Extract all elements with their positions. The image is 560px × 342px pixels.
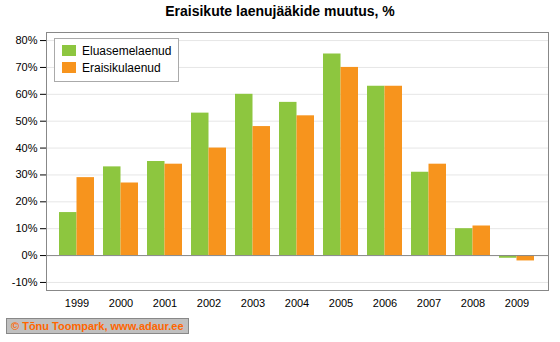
svg-text:1999: 1999 bbox=[65, 297, 89, 309]
svg-text:50%: 50% bbox=[15, 115, 37, 127]
svg-text:2002: 2002 bbox=[197, 297, 221, 309]
svg-text:80%: 80% bbox=[15, 34, 37, 46]
svg-text:2007: 2007 bbox=[417, 297, 441, 309]
svg-text:2000: 2000 bbox=[109, 297, 133, 309]
svg-text:2004: 2004 bbox=[285, 297, 309, 309]
svg-text:-10%: -10% bbox=[12, 276, 38, 288]
svg-text:10%: 10% bbox=[15, 222, 37, 234]
html-text:© Tõnu Toompark, www.adaur.ee: © Tõnu Toompark, www.adaur.ee bbox=[11, 320, 184, 332]
html-text:Eraisikute laenujääkide muutus: Eraisikute laenujääkide muutus, % bbox=[165, 3, 395, 19]
svg-text:40%: 40% bbox=[15, 142, 37, 154]
svg-text:2009: 2009 bbox=[505, 297, 529, 309]
svg-text:60%: 60% bbox=[15, 88, 37, 100]
svg-text:2001: 2001 bbox=[153, 297, 177, 309]
html-text:Eraisikulaenud: Eraisikulaenud bbox=[82, 61, 161, 75]
svg-text:2005: 2005 bbox=[329, 297, 353, 309]
html-text:Eluasemelaenud: Eluasemelaenud bbox=[82, 44, 172, 58]
svg-text:0%: 0% bbox=[22, 249, 38, 261]
svg-text:20%: 20% bbox=[15, 195, 37, 207]
svg-text:30%: 30% bbox=[15, 168, 37, 180]
svg-text:2003: 2003 bbox=[241, 297, 265, 309]
svg-text:2008: 2008 bbox=[461, 297, 485, 309]
svg-text:70%: 70% bbox=[15, 61, 37, 73]
svg-text:2006: 2006 bbox=[373, 297, 397, 309]
